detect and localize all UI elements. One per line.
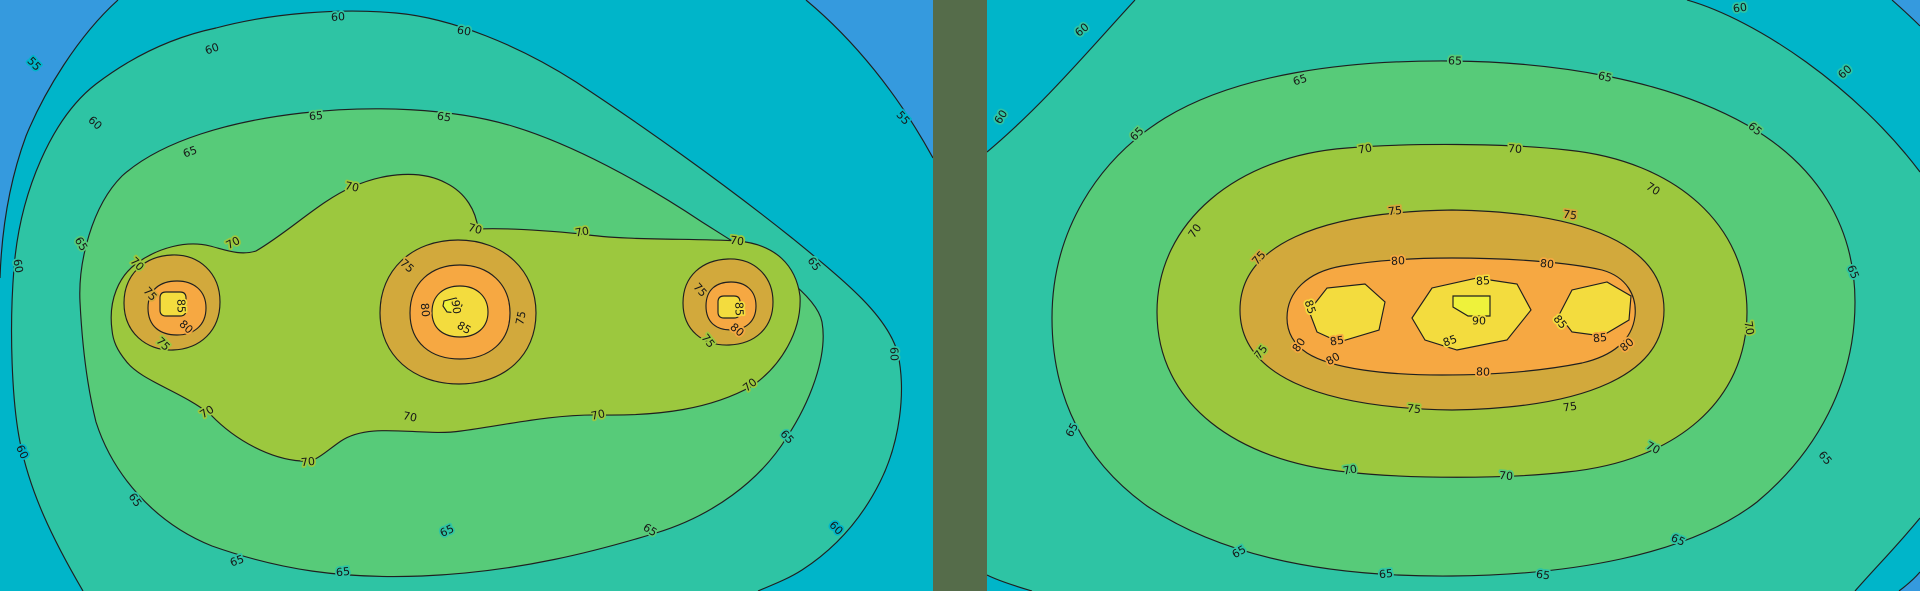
contour-level-label: 60 (456, 23, 472, 38)
contour-band-region (806, 0, 933, 158)
contour-level-label: 65 (1291, 72, 1308, 89)
contour-level-label: 70 (1342, 462, 1358, 477)
contour-line (0, 0, 119, 279)
contour-level-label: 70 (1357, 141, 1373, 156)
contour-band-region (1899, 572, 1920, 591)
contour-level-label: 80 (1391, 254, 1406, 268)
contour-level-label: 60 (331, 10, 346, 24)
contour-band-region (0, 0, 118, 278)
contour-level-label: 85 (174, 299, 187, 313)
contour-level-label: 80 (1476, 365, 1490, 378)
contour-level-label: 65 (1535, 568, 1551, 583)
contour-level-label: 65 (1597, 69, 1614, 85)
contour-level-label: 65 (1378, 567, 1393, 581)
contour-level-label: 65 (335, 565, 350, 579)
contour-line (10, 10, 902, 591)
contour-line (1686, 0, 1920, 173)
contour-level-label: 70 (729, 234, 745, 249)
contour-band-region (717, 295, 741, 319)
contour-level-label: 90 (1472, 315, 1486, 328)
contour-level-label: 75 (1562, 400, 1578, 415)
contour-level-label: 70 (1741, 320, 1756, 336)
contour-level-label: 70 (467, 221, 484, 237)
contour-level-label: 60 (1732, 1, 1748, 16)
contour-line (805, 0, 933, 159)
contour-level-label: 85 (732, 302, 745, 316)
contour-level-label: 80 (1539, 257, 1554, 271)
contour-level-label: 70 (574, 224, 590, 239)
contour-band-region (1892, 0, 1920, 26)
contour-level-label: 70 (402, 409, 418, 425)
contour-level-label: 75 (513, 310, 529, 326)
contour-level-label: 80 (418, 302, 432, 317)
contour-level-label: 90 (449, 299, 464, 315)
contour-line (987, 574, 1033, 591)
contour-line (1891, 0, 1920, 27)
contour-level-label: 65 (1448, 54, 1462, 67)
contour-level-label: 70 (1498, 469, 1513, 483)
contour-level-label: 70 (300, 455, 315, 469)
contour-level-label: 70 (590, 407, 606, 423)
contour-level-label: 65 (308, 109, 323, 123)
contour-band-region (1452, 295, 1491, 317)
contour-level-label: 85 (1329, 334, 1345, 349)
contour-band-region (159, 291, 187, 317)
contour-level-label: 70 (1508, 142, 1523, 156)
contour-band-region (431, 285, 489, 338)
contour-band-region (1308, 283, 1386, 343)
contour-line (1854, 517, 1920, 591)
contour-band-region (442, 297, 463, 314)
contour-level-label: 85 (1476, 274, 1491, 288)
contour-band-region (1558, 281, 1632, 337)
contour-level-label: 65 (436, 109, 452, 124)
panel-divider (933, 0, 987, 591)
contour-level-label: 60 (10, 258, 25, 274)
contour-level-label: 75 (1406, 402, 1421, 416)
contour-level-label: 75 (1562, 208, 1578, 223)
contour-level-label: 70 (344, 179, 360, 195)
contour-level-label: 85 (1302, 298, 1319, 315)
contour-level-label: 60 (887, 347, 900, 361)
contour-level-label: 75 (1387, 204, 1402, 218)
contour-level-label: 85 (1592, 331, 1607, 345)
contour-line (1898, 571, 1920, 591)
contour-line (987, 0, 1136, 153)
